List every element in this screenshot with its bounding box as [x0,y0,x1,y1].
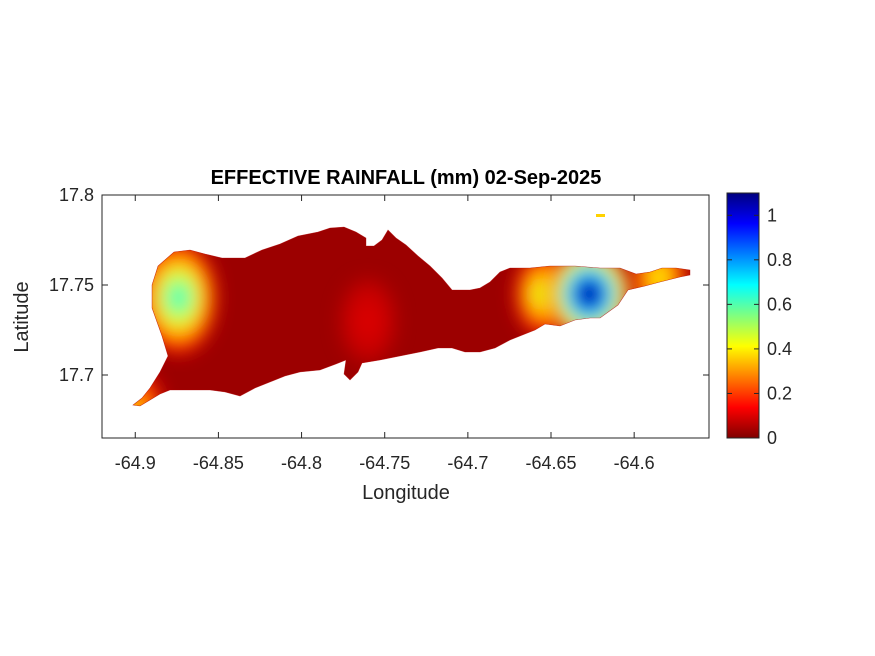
chart-title: EFFECTIVE RAINFALL (mm) 02-Sep-2025 [211,167,602,189]
x-ticks: -64.9 -64.85 -64.8 -64.75 -64.7 -64.65 -64.6 [115,195,655,473]
y-tick-label: 17.7 [59,365,94,385]
x-tick-label: -64.85 [193,453,244,473]
colorbar-gradient [726,192,760,439]
x-tick-label: -64.8 [281,453,322,473]
x-tick-label: -64.7 [447,453,488,473]
plot-area: -64.9 -64.85 -64.8 -64.75 -64.7 -64.65 -64.6 1… [49,185,710,473]
colorbar-tick-label: 1 [767,205,777,225]
colorbar-tick-label: 0.2 [767,383,792,403]
colorbar-tick-label: 0.4 [767,339,792,359]
island-outline [132,226,691,407]
colorbar: 0 0.2 0.4 0.6 0.8 1 [726,192,792,448]
rainfall-hotspot [140,241,217,354]
x-axis-label: Longitude [362,482,450,504]
x-tick-label: -64.6 [614,453,655,473]
y-axis-label: Latitude [11,281,33,352]
colorbar-tick-label: 0.6 [767,294,792,314]
y-tick-label: 17.8 [59,185,94,205]
x-tick-label: -64.65 [525,453,576,473]
y-tick-label: 17.75 [49,275,94,295]
colorbar-tick-label: 0.8 [767,250,792,270]
islet [596,214,605,217]
x-tick-label: -64.9 [115,453,156,473]
y-ticks: 17.7 17.75 17.8 [49,185,709,385]
x-tick-label: -64.75 [359,453,410,473]
colorbar-tick-label: 0 [767,428,777,448]
rainfall-hotspot [340,279,397,363]
colorbar-ticks: 0 0.2 0.4 0.6 0.8 1 [727,205,792,448]
rainfall-hotspot [547,248,632,340]
